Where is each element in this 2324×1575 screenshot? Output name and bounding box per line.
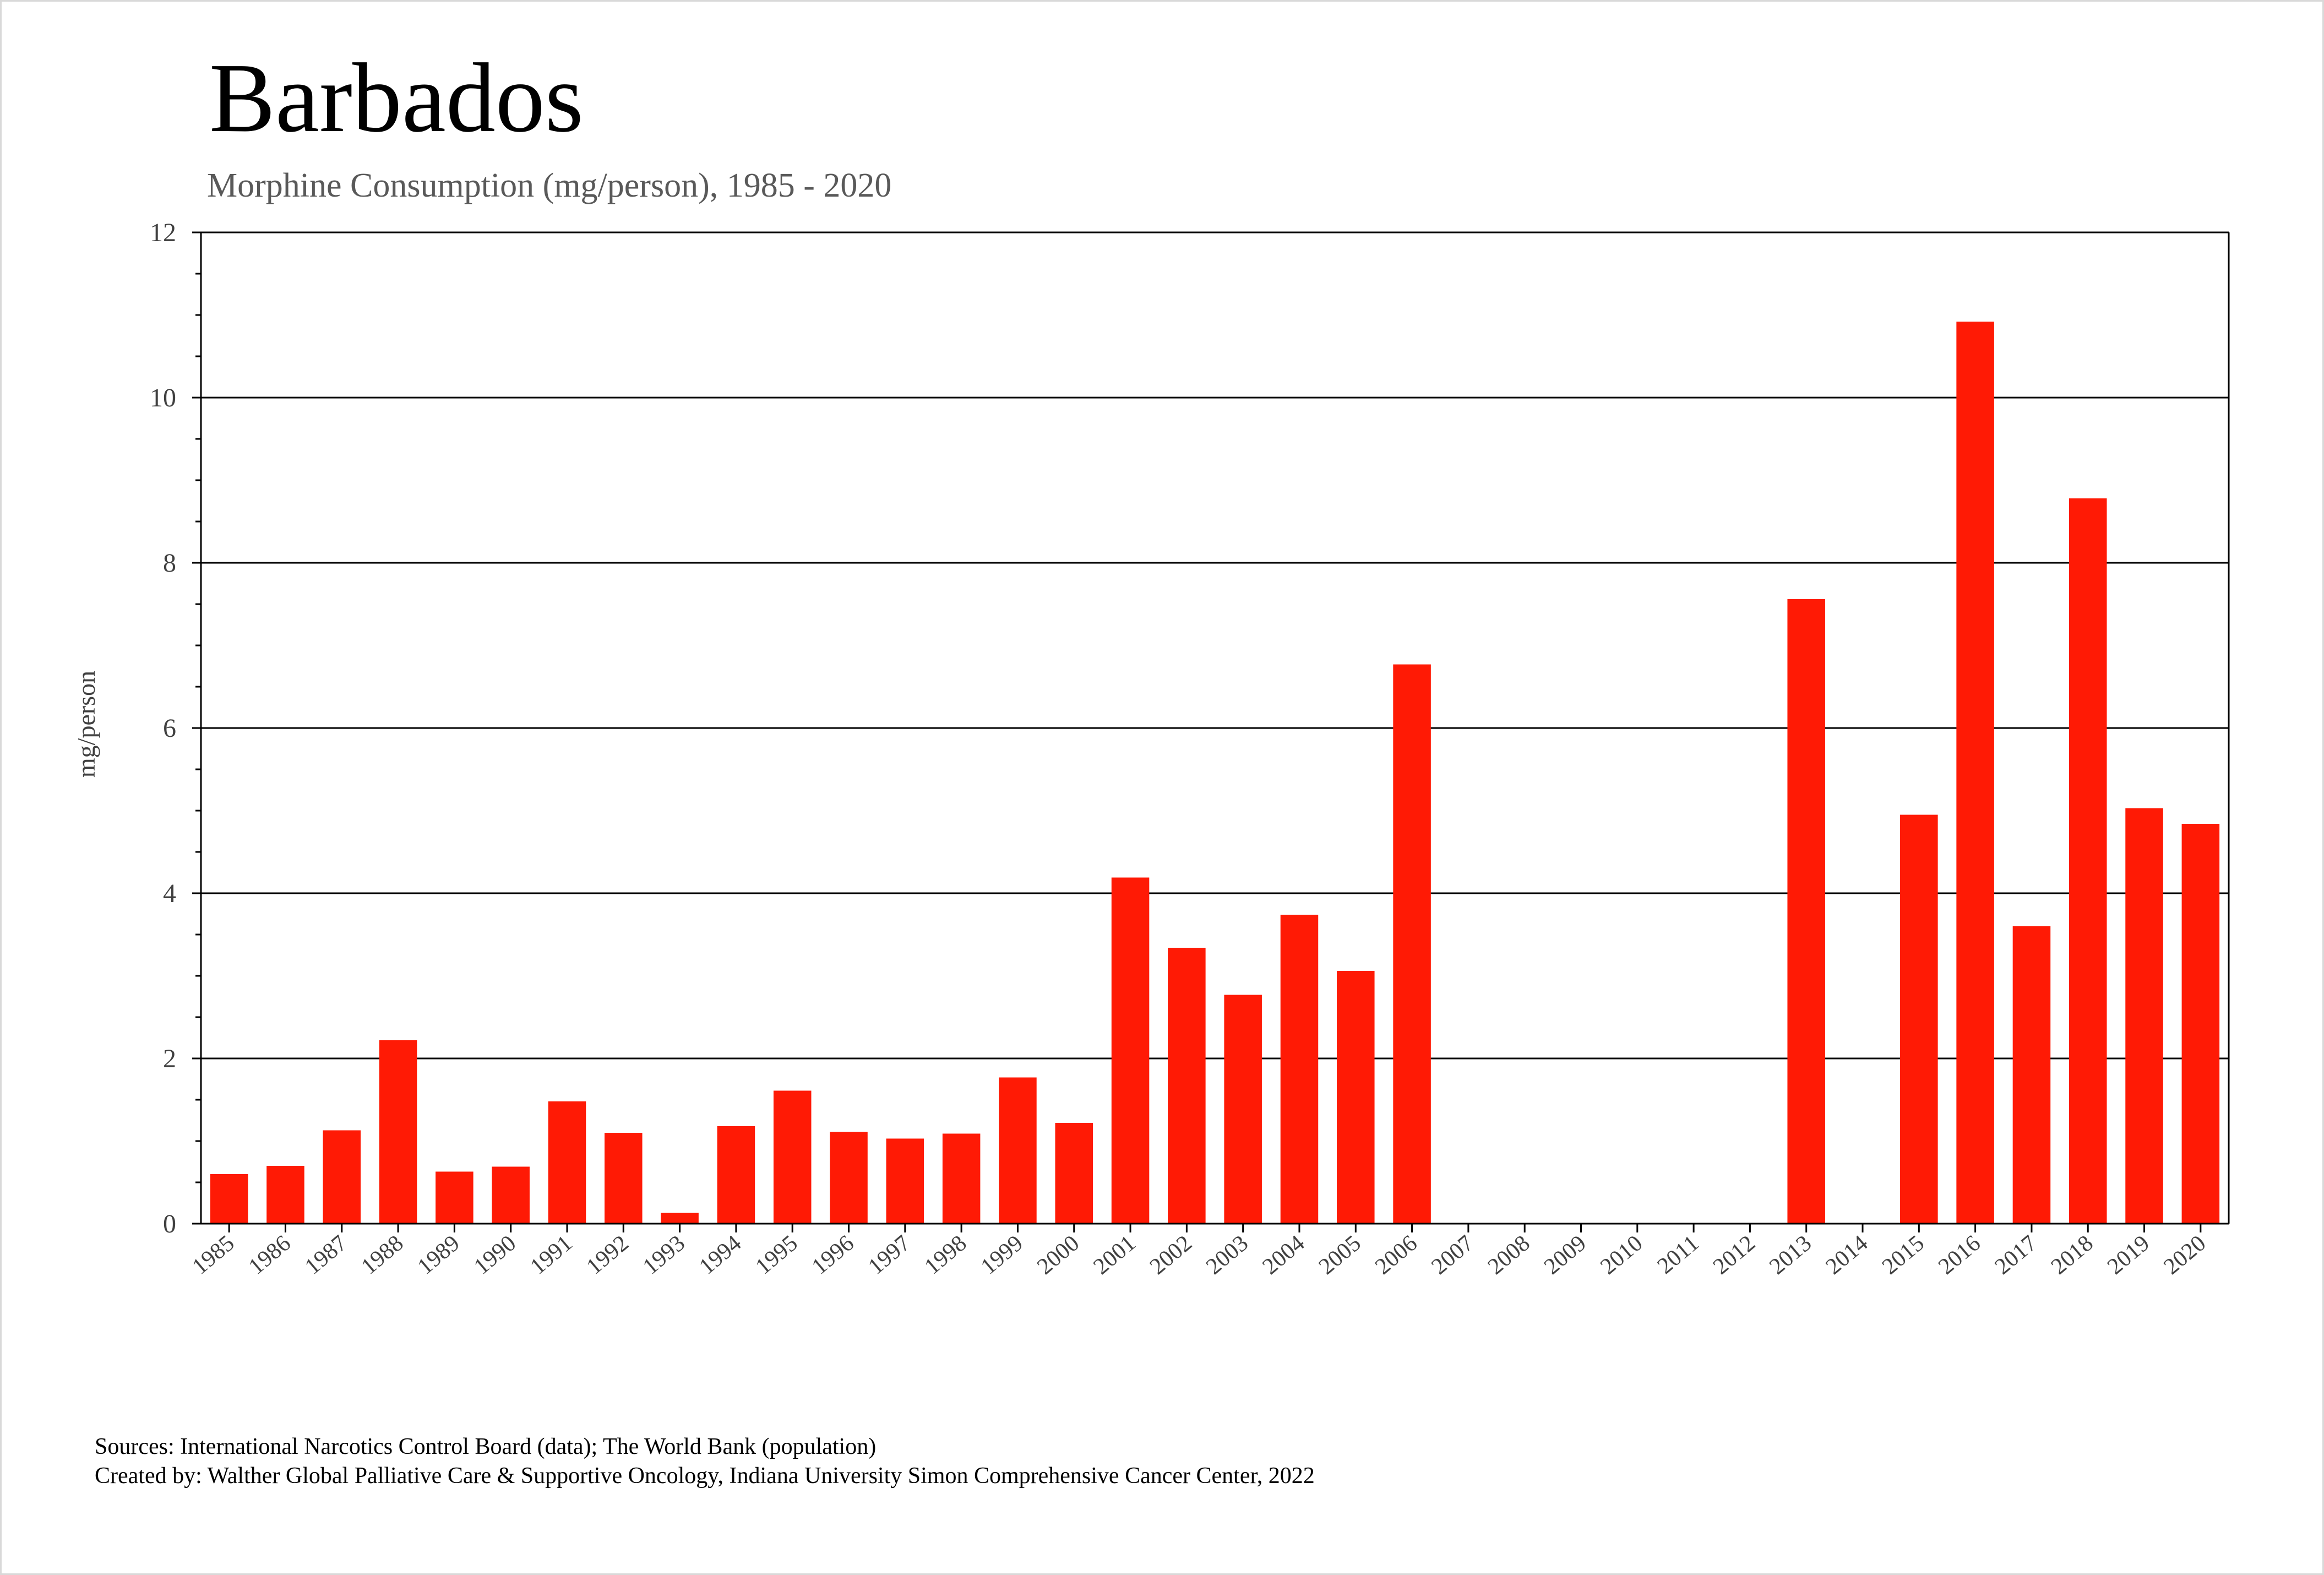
x-tick-label: 2017	[1990, 1230, 2042, 1279]
x-tick-label: 1986	[244, 1230, 296, 1279]
x-tick-label: 2002	[1145, 1230, 1197, 1279]
bar-1989	[436, 1171, 473, 1224]
x-tick-label: 1998	[920, 1230, 972, 1279]
x-tick-label: 2013	[1765, 1230, 1816, 1279]
x-tick-label: 2006	[1370, 1230, 1422, 1279]
x-tick-label: 1988	[357, 1230, 409, 1279]
x-tick-label: 2018	[2047, 1230, 2098, 1279]
x-tick-label: 1991	[525, 1230, 577, 1279]
x-tick-label: 2014	[1821, 1230, 1873, 1279]
bar-2005	[1336, 971, 1375, 1224]
x-tick-label: 1993	[638, 1230, 690, 1279]
y-tick-label: 6	[163, 714, 176, 743]
y-tick-label: 2	[163, 1044, 176, 1073]
bar-1999	[999, 1077, 1037, 1224]
x-tick-label: 2003	[1201, 1230, 1253, 1279]
y-tick-labels: 0 2 4 6 8 10 12	[150, 218, 176, 1239]
bar-2000	[1055, 1123, 1093, 1224]
x-tick-label: 2020	[2159, 1230, 2211, 1279]
bar-2013	[1787, 599, 1825, 1224]
x-tick-label: 2001	[1089, 1230, 1141, 1279]
bar-2015	[1900, 814, 1938, 1224]
axes	[192, 231, 2230, 1232]
bar-2020	[2181, 824, 2220, 1224]
bar-1990	[492, 1166, 530, 1224]
bar-2003	[1224, 995, 1262, 1224]
x-tick-label: 1994	[694, 1230, 746, 1279]
bar-1994	[717, 1126, 755, 1224]
footer-created-by: Created by: Walther Global Palliative Ca…	[95, 1463, 1315, 1489]
footer-sources: Sources: International Narcotics Control…	[95, 1434, 876, 1459]
x-tick-label: 1990	[469, 1230, 521, 1279]
x-tick-labels: 1985 1986 1987 1988 1989 1990 1991 1992 1993 1994…	[188, 1230, 2211, 1279]
x-tick-label: 1995	[751, 1230, 803, 1279]
bar-1995	[773, 1090, 812, 1224]
bar-2002	[1168, 948, 1206, 1224]
x-tick-label: 2008	[1483, 1230, 1535, 1279]
chart-title: Barbados	[209, 43, 584, 153]
x-tick-label: 2010	[1596, 1230, 1647, 1279]
x-tick-label: 1996	[807, 1230, 859, 1279]
bars	[210, 322, 2220, 1224]
y-axis-label: mg/person	[72, 671, 100, 778]
chart-subtitle: Morphine Consumption (mg/person), 1985 -…	[207, 167, 891, 204]
bar-1987	[323, 1130, 361, 1224]
x-tick-label: 2015	[1877, 1230, 1929, 1279]
bar-2001	[1111, 877, 1150, 1224]
y-tick-label: 12	[150, 218, 176, 247]
x-tick-label: 1987	[300, 1230, 352, 1279]
bar-2018	[2069, 498, 2107, 1224]
y-tick-label: 8	[163, 548, 176, 578]
x-tick-label: 2000	[1032, 1230, 1084, 1279]
bar-1997	[886, 1138, 924, 1224]
x-tick-label: 1999	[976, 1230, 1028, 1279]
bar-1998	[942, 1133, 981, 1224]
y-tick-label: 4	[163, 879, 176, 908]
bar-2006	[1393, 664, 1431, 1224]
x-tick-label: 2012	[1708, 1230, 1760, 1279]
bar-1986	[266, 1166, 304, 1224]
bar-1993	[661, 1213, 699, 1224]
x-tick-label: 2009	[1539, 1230, 1591, 1279]
bar-2017	[2012, 926, 2051, 1224]
x-tick-label: 1992	[582, 1230, 634, 1279]
x-tick-label: 2011	[1653, 1230, 1704, 1279]
bar-1985	[210, 1174, 248, 1224]
x-tick-label: 2004	[1258, 1230, 1309, 1279]
y-tick-label: 0	[163, 1209, 176, 1239]
bar-1996	[830, 1132, 868, 1224]
x-tick-label: 2005	[1314, 1230, 1366, 1279]
x-tick-label: 2019	[2103, 1230, 2154, 1279]
x-tick-label: 2007	[1427, 1230, 1478, 1279]
x-tick-label: 2016	[1934, 1230, 1985, 1279]
bar-2019	[2125, 808, 2163, 1224]
x-tick-label: 1985	[188, 1230, 240, 1279]
x-tick-label: 1989	[413, 1230, 465, 1279]
y-tick-label: 10	[150, 383, 176, 412]
bar-1992	[605, 1133, 643, 1224]
bar-2004	[1280, 915, 1319, 1224]
bar-1991	[548, 1101, 586, 1224]
bar-1988	[379, 1040, 417, 1224]
x-tick-label: 1997	[863, 1230, 915, 1279]
bar-2016	[1956, 322, 1994, 1224]
